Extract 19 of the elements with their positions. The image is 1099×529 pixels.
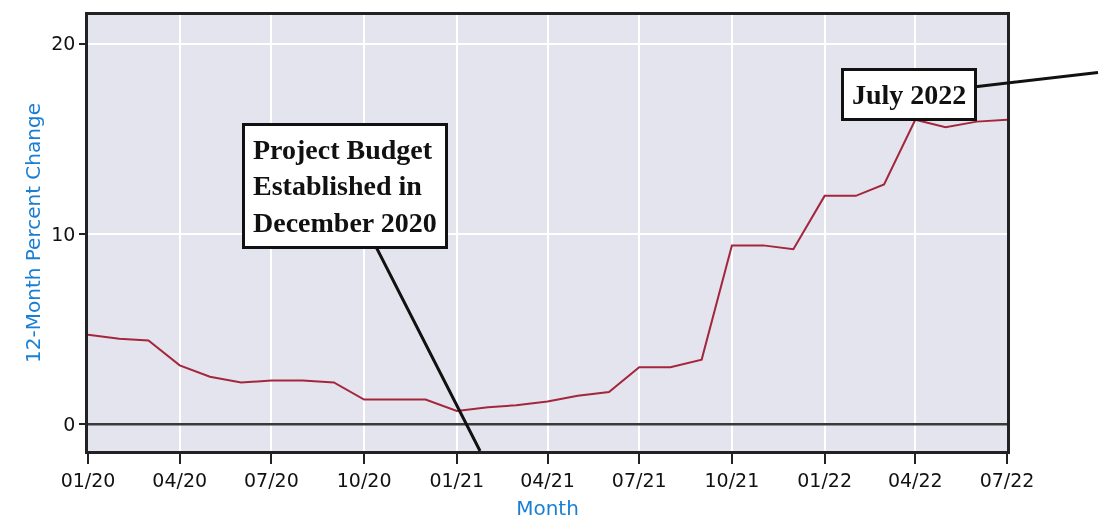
x-tick-label: 01/21 [429, 468, 485, 491]
x-tick-label: 07/21 [611, 468, 667, 491]
y-tick-label: 10 [51, 222, 76, 245]
x-axis-title: Month [516, 496, 579, 521]
x-tick-label: 10/21 [704, 468, 760, 491]
annotation: July 2022 [852, 79, 967, 110]
y-tick-label: 0 [63, 412, 76, 435]
line-series [88, 118, 1007, 413]
y-axis-title: 12-Month Percent Change [20, 103, 45, 363]
x-tick-label: 07/22 [979, 468, 1035, 491]
x-tick-label: 10/20 [336, 468, 392, 491]
y-tick-label: 20 [51, 32, 76, 55]
x-tick-label: 04/21 [520, 468, 575, 491]
x-tick-label: 04/22 [887, 468, 943, 491]
x-tick-label: 07/20 [244, 468, 299, 491]
x-tick-label: 01/20 [60, 468, 116, 491]
x-tick-label: 04/20 [152, 468, 208, 491]
x-tick-label: 01/22 [797, 468, 852, 491]
annotation: Project Budget Established in December 2020 [253, 134, 437, 238]
